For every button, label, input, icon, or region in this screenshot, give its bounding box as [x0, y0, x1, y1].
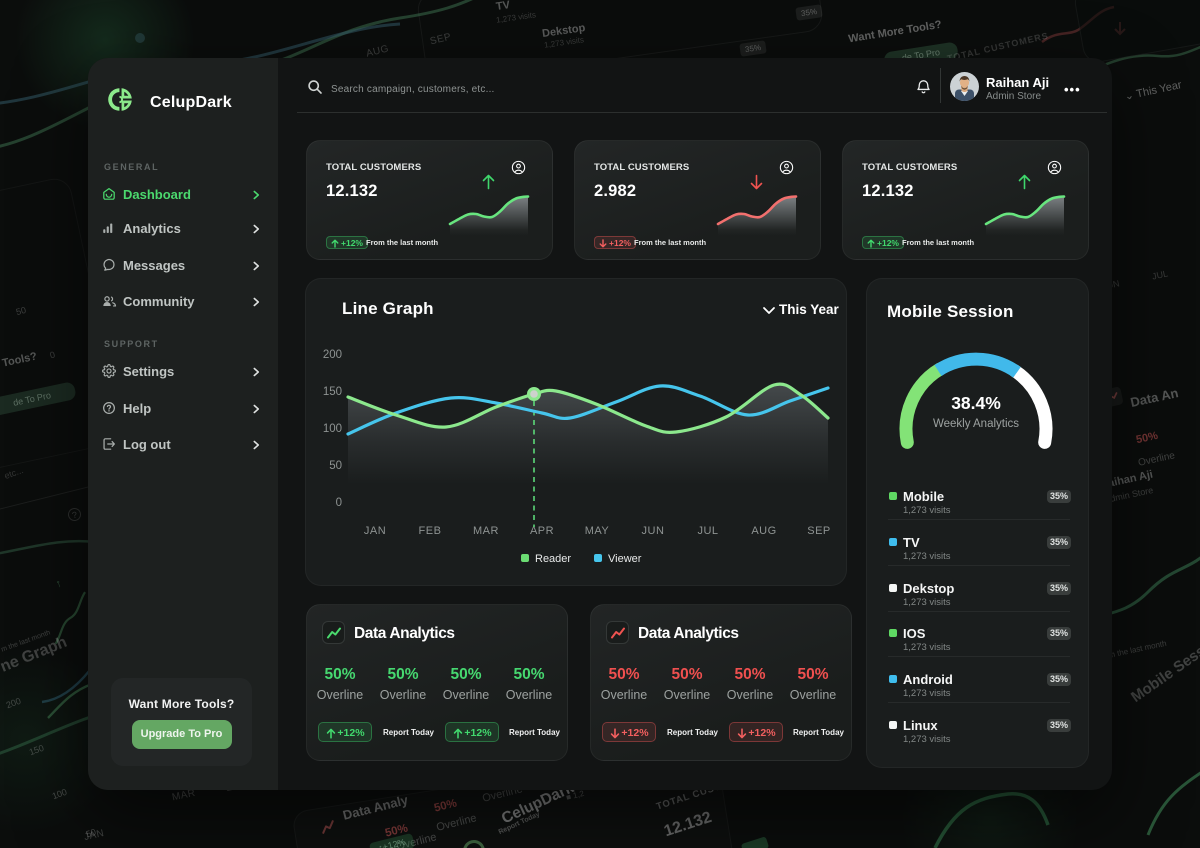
svg-text:150: 150 [323, 386, 342, 398]
svg-text:AUG: AUG [751, 525, 776, 537]
svg-text:Viewer: Viewer [608, 553, 642, 565]
svg-text:0: 0 [336, 497, 342, 509]
svg-text:SEP: SEP [807, 525, 831, 537]
svg-text:200: 200 [323, 349, 342, 361]
svg-text:FEB: FEB [419, 525, 442, 537]
svg-text:APR: APR [530, 525, 554, 537]
svg-text:100: 100 [323, 423, 342, 435]
svg-text:Weekly Analytics: Weekly Analytics [933, 418, 1019, 430]
svg-text:Reader: Reader [535, 553, 571, 565]
svg-text:MAR: MAR [473, 525, 499, 537]
svg-text:JAN: JAN [364, 525, 386, 537]
svg-text:JUL: JUL [697, 525, 718, 537]
svg-text:50: 50 [329, 460, 342, 472]
svg-text:MAY: MAY [585, 525, 610, 537]
svg-text:38.4%: 38.4% [951, 393, 1001, 413]
svg-text:JUN: JUN [642, 525, 665, 537]
